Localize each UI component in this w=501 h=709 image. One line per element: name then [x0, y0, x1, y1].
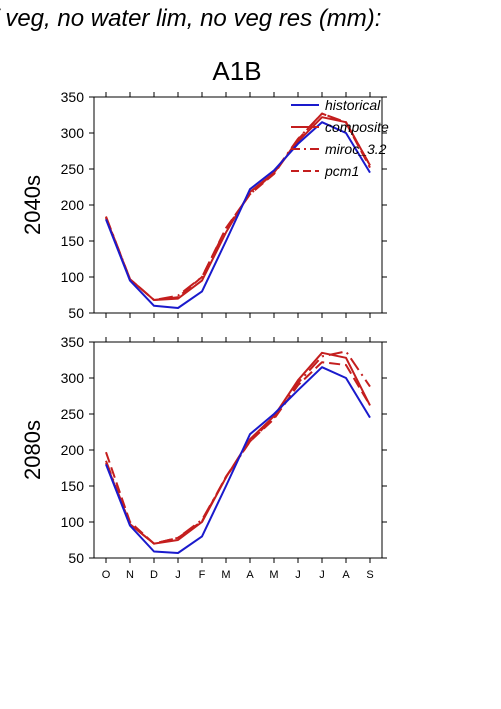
figure-suptitle: f veg, no water lim, no veg res (mm):: [0, 5, 381, 32]
row-label: 2040s: [20, 175, 45, 235]
y-tick-label: 350: [61, 89, 85, 105]
y-tick-label: 300: [61, 125, 85, 141]
x-tick-label: M: [221, 569, 230, 581]
row-label: 2080s: [20, 420, 45, 480]
x-tick-label: D: [150, 569, 158, 581]
panel-2040s: 50 100 150 200 250 300 350 2040s: [20, 89, 387, 321]
panel-2080s: 50 100 150 200 250 300 350 O N D J F M A M J J A S 2080s: [20, 334, 387, 581]
y-tick-label: 250: [61, 406, 85, 422]
x-tick-label: J: [295, 569, 301, 581]
x-tick-label: J: [319, 569, 325, 581]
scenario-title: A1B: [212, 56, 261, 86]
series-line-pcm1: [105, 361, 371, 545]
y-tick-label: 350: [61, 334, 85, 350]
x-tick-label: J: [175, 569, 181, 581]
x-tick-label: S: [366, 569, 373, 581]
y-tick-label: 50: [68, 305, 84, 321]
x-tick-label: O: [102, 569, 111, 581]
y-tick-label: 150: [61, 233, 85, 249]
legend-label: miroc_3.2: [325, 141, 387, 157]
y-tick-label: 100: [61, 269, 85, 285]
series-line-composite: [105, 351, 371, 545]
series-line-pcm1: [105, 112, 371, 301]
x-tick-label: M: [269, 569, 278, 581]
legend-label: composite: [325, 119, 389, 135]
y-tick-label: 100: [61, 514, 85, 530]
legend-label: historical: [325, 97, 381, 113]
y-tick-label: 50: [68, 550, 84, 566]
x-tick-label: A: [342, 569, 350, 581]
y-tick-label: 150: [61, 478, 85, 494]
legend: historical composite miroc_3.2 pcm1: [291, 97, 389, 179]
y-tick-label: 200: [61, 197, 85, 213]
y-tick-label: 300: [61, 370, 85, 386]
x-tick-label: N: [126, 569, 134, 581]
y-tick-label: 200: [61, 442, 85, 458]
legend-label: pcm1: [324, 163, 359, 179]
series-line-miroc-3-2: [105, 350, 371, 545]
series-line-historical: [105, 121, 371, 309]
x-tick-label: F: [199, 569, 206, 581]
y-tick-label: 250: [61, 161, 85, 177]
x-tick-label: A: [246, 569, 254, 581]
series-line-historical: [105, 366, 371, 554]
